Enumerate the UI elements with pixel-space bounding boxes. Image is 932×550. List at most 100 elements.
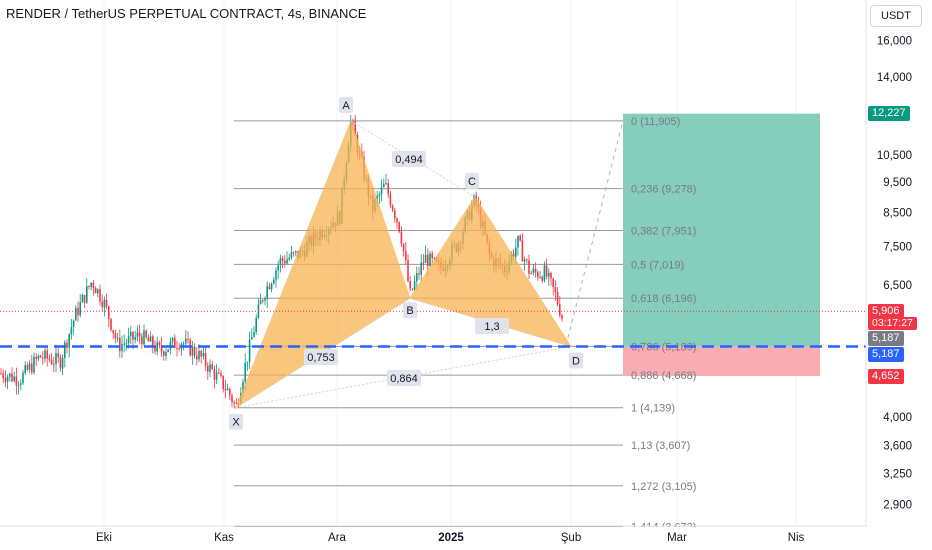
candle-body xyxy=(545,265,548,277)
candle-body xyxy=(24,365,26,373)
candle-body xyxy=(275,270,277,280)
candle-body xyxy=(409,281,411,289)
candle-body xyxy=(86,285,88,303)
candle-body xyxy=(178,348,180,350)
candle-body xyxy=(152,336,154,348)
candle-body xyxy=(266,286,268,299)
candle-body xyxy=(149,336,152,342)
candle-body xyxy=(20,383,22,385)
candle-body xyxy=(114,333,117,339)
candle-body xyxy=(44,350,46,359)
candle-body xyxy=(141,336,143,345)
price-axis-label: 9,500 xyxy=(883,177,912,189)
candle-body xyxy=(11,373,13,382)
candle-body xyxy=(543,265,546,281)
candle-body xyxy=(556,292,559,305)
pattern-ratio-label: 1,3 xyxy=(484,321,499,333)
candle-body xyxy=(541,276,543,281)
candle-body xyxy=(61,358,64,369)
pattern-point-box xyxy=(339,96,353,113)
candle-body xyxy=(138,332,141,337)
candle-body xyxy=(15,376,18,386)
pattern-point-x[interactable]: X xyxy=(229,413,243,430)
candle-body xyxy=(59,357,62,369)
pattern-ratio[interactable]: 0,494 xyxy=(392,151,426,167)
candle-body xyxy=(9,373,11,377)
candle-body xyxy=(242,381,244,394)
price-axis-label: 3,250 xyxy=(883,468,912,480)
candle-body xyxy=(123,343,125,345)
candle-body xyxy=(354,121,356,135)
candle-body xyxy=(130,331,132,337)
candle-body xyxy=(246,361,249,363)
pattern-ratio[interactable]: 0,864 xyxy=(387,370,421,386)
candle-body xyxy=(66,342,68,348)
candle-body xyxy=(147,337,150,342)
candle-body xyxy=(433,257,436,259)
price-axis-label: 3,600 xyxy=(883,441,912,453)
candle-body xyxy=(416,273,418,282)
symbol-title[interactable]: RENDER / TetherUS PERPETUAL CONTRACT, 4s… xyxy=(6,6,367,21)
pattern-point-box xyxy=(465,172,479,189)
candle-body xyxy=(402,243,405,251)
candle-body xyxy=(400,231,403,244)
fib-level-label: 0,382 (7,951) xyxy=(631,225,696,237)
candle-body xyxy=(97,289,99,294)
candle-body xyxy=(233,402,235,404)
candle-body xyxy=(127,336,130,344)
candle-body xyxy=(22,372,24,384)
fib-level-label: 1,272 (3,105) xyxy=(631,481,696,493)
fib-level-label: 1 (4,139) xyxy=(631,403,675,415)
candle-body xyxy=(405,250,407,261)
candle-body xyxy=(389,194,392,206)
candle-body xyxy=(523,259,526,262)
currency-selector[interactable]: USDT xyxy=(870,5,922,27)
candle-body xyxy=(277,265,279,271)
candle-body xyxy=(548,272,550,277)
candle-body xyxy=(231,395,233,403)
candle-body xyxy=(253,332,255,337)
candle-body xyxy=(125,343,128,345)
candle-body xyxy=(215,372,218,380)
candle-body xyxy=(539,276,541,278)
fib-level-label: 0,886 (4,668) xyxy=(631,370,696,382)
candle-body xyxy=(143,330,145,345)
candle-body xyxy=(26,365,29,370)
price-axis-label: 10,500 xyxy=(877,150,912,162)
candle-body xyxy=(213,369,216,380)
pattern-point-c[interactable]: C xyxy=(465,172,479,189)
candle-body xyxy=(264,298,266,301)
candle-body xyxy=(391,205,394,211)
pattern-point-b[interactable]: B xyxy=(403,302,417,319)
candle-body xyxy=(235,402,238,404)
candle-body xyxy=(167,349,169,352)
candle-body xyxy=(224,389,227,391)
candle-body xyxy=(380,187,383,195)
pattern-point-box xyxy=(569,352,583,369)
pattern-ratio[interactable]: 1,3 xyxy=(475,318,509,334)
pattern-point-d[interactable]: D xyxy=(569,352,583,369)
candle-body xyxy=(174,337,176,348)
candle-body xyxy=(92,282,95,288)
candle-body xyxy=(88,285,90,288)
price-tag: 5,906 xyxy=(868,303,904,319)
fib-level-label: 0,786 (5,189) xyxy=(631,341,696,353)
price-tag: 5,187 xyxy=(868,330,904,346)
pattern-point-label: X xyxy=(232,417,240,429)
candle-body xyxy=(292,252,295,254)
candle-body xyxy=(552,278,554,288)
candle-body xyxy=(512,253,515,257)
candle-body xyxy=(53,363,55,365)
time-axis-label: Nis xyxy=(788,532,805,544)
candle-body xyxy=(385,183,387,185)
candle-body xyxy=(57,353,59,358)
candle-body xyxy=(559,304,561,316)
pattern-point-a[interactable]: A xyxy=(339,96,353,113)
candle-body xyxy=(211,364,213,370)
pattern-ratio[interactable]: 0,753 xyxy=(304,349,338,365)
candle-body xyxy=(290,252,293,258)
candle-body xyxy=(259,300,262,305)
candle-body xyxy=(521,240,524,262)
price-tag: 5,187 xyxy=(868,346,904,362)
